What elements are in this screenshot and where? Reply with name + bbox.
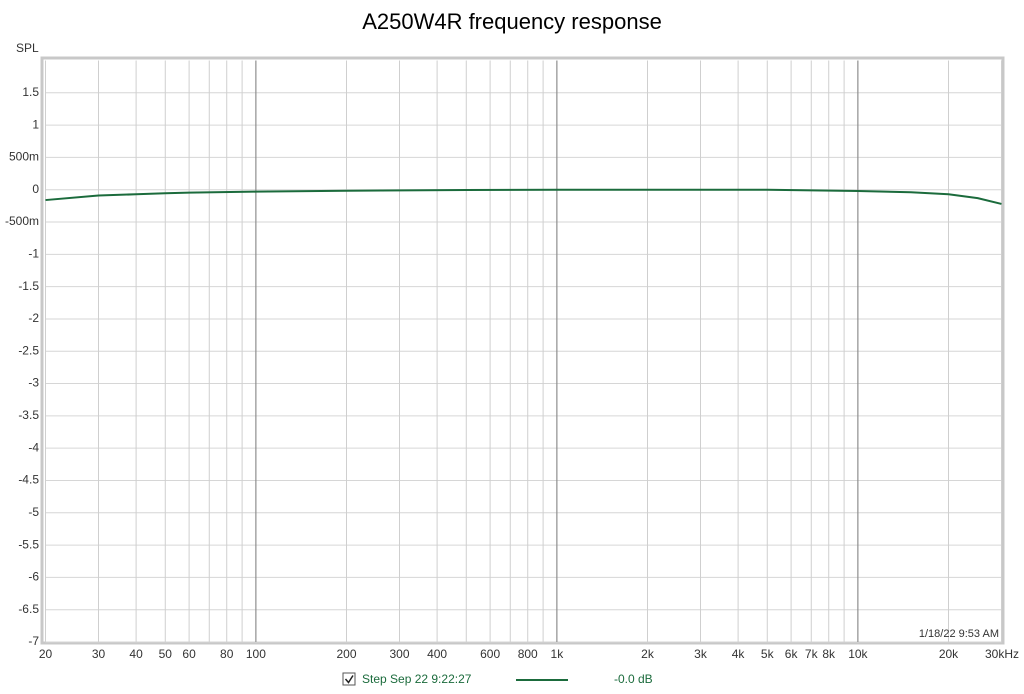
x-tick-label: 3k [694,647,708,661]
y-tick-label: -3.5 [18,408,39,422]
line-series [45,188,1002,205]
x-tick-label: 2k [641,647,655,661]
y-tick-label: 0 [32,182,39,196]
y-tick-label: -4 [28,440,39,454]
plot-area [40,56,1005,645]
chart-title: A250W4R frequency response [362,9,662,34]
y-tick-label: -6.5 [18,602,39,616]
y-tick-label: -2 [28,311,39,325]
x-tick-label: 600 [480,647,500,661]
y-tick-label: 1.5 [22,85,39,99]
y-tick-label: -4.5 [18,473,39,487]
y-tick-label: -2.5 [18,343,39,357]
x-tick-label: 6k [785,647,799,661]
x-tick-label: 4k [732,647,746,661]
checkmark [344,675,354,684]
x-tick-label: 200 [336,647,356,661]
y-tick-label: 500m [9,150,39,164]
x-tick-label: 20 [39,647,53,661]
y-tick-label: -7 [28,634,39,648]
y-tick-label: -1.5 [18,279,39,293]
x-tick-label: 8k [822,647,836,661]
x-tick-label: 10k [848,647,868,661]
legend-label: Step Sep 22 9:22:27 [362,672,472,686]
y-tick-label: -5 [28,505,39,519]
y-axis-label: SPL [16,41,39,55]
x-tick-label: 400 [427,647,447,661]
legend-checkbox[interactable] [342,672,356,686]
x-tick-label: 800 [518,647,538,661]
y-tick-label: -3 [28,376,39,390]
y-tick-label: 1 [32,117,39,131]
x-tick-label: 60 [182,647,196,661]
x-tick-label: 30kHz [985,647,1019,661]
x-tick-label: 300 [389,647,409,661]
y-tick-label: -5.5 [18,537,39,551]
y-tick-label: -6 [28,570,39,584]
x-tick-label: 5k [761,647,775,661]
x-tick-label: 50 [159,647,173,661]
x-tick-label: 7k [805,647,819,661]
x-tick-label: 30 [92,647,106,661]
x-tick-label: 1k [551,647,565,661]
y-tick-label: -1 [28,247,39,261]
y-tick-label: -500m [5,214,39,228]
legend-value: -0.0 dB [614,672,653,686]
timestamp: 1/18/22 9:53 AM [919,628,999,640]
x-tick-label: 80 [220,647,234,661]
x-tick-label: 100 [246,647,266,661]
x-tick-label: 40 [129,647,143,661]
x-tick-label: 20k [939,647,959,661]
